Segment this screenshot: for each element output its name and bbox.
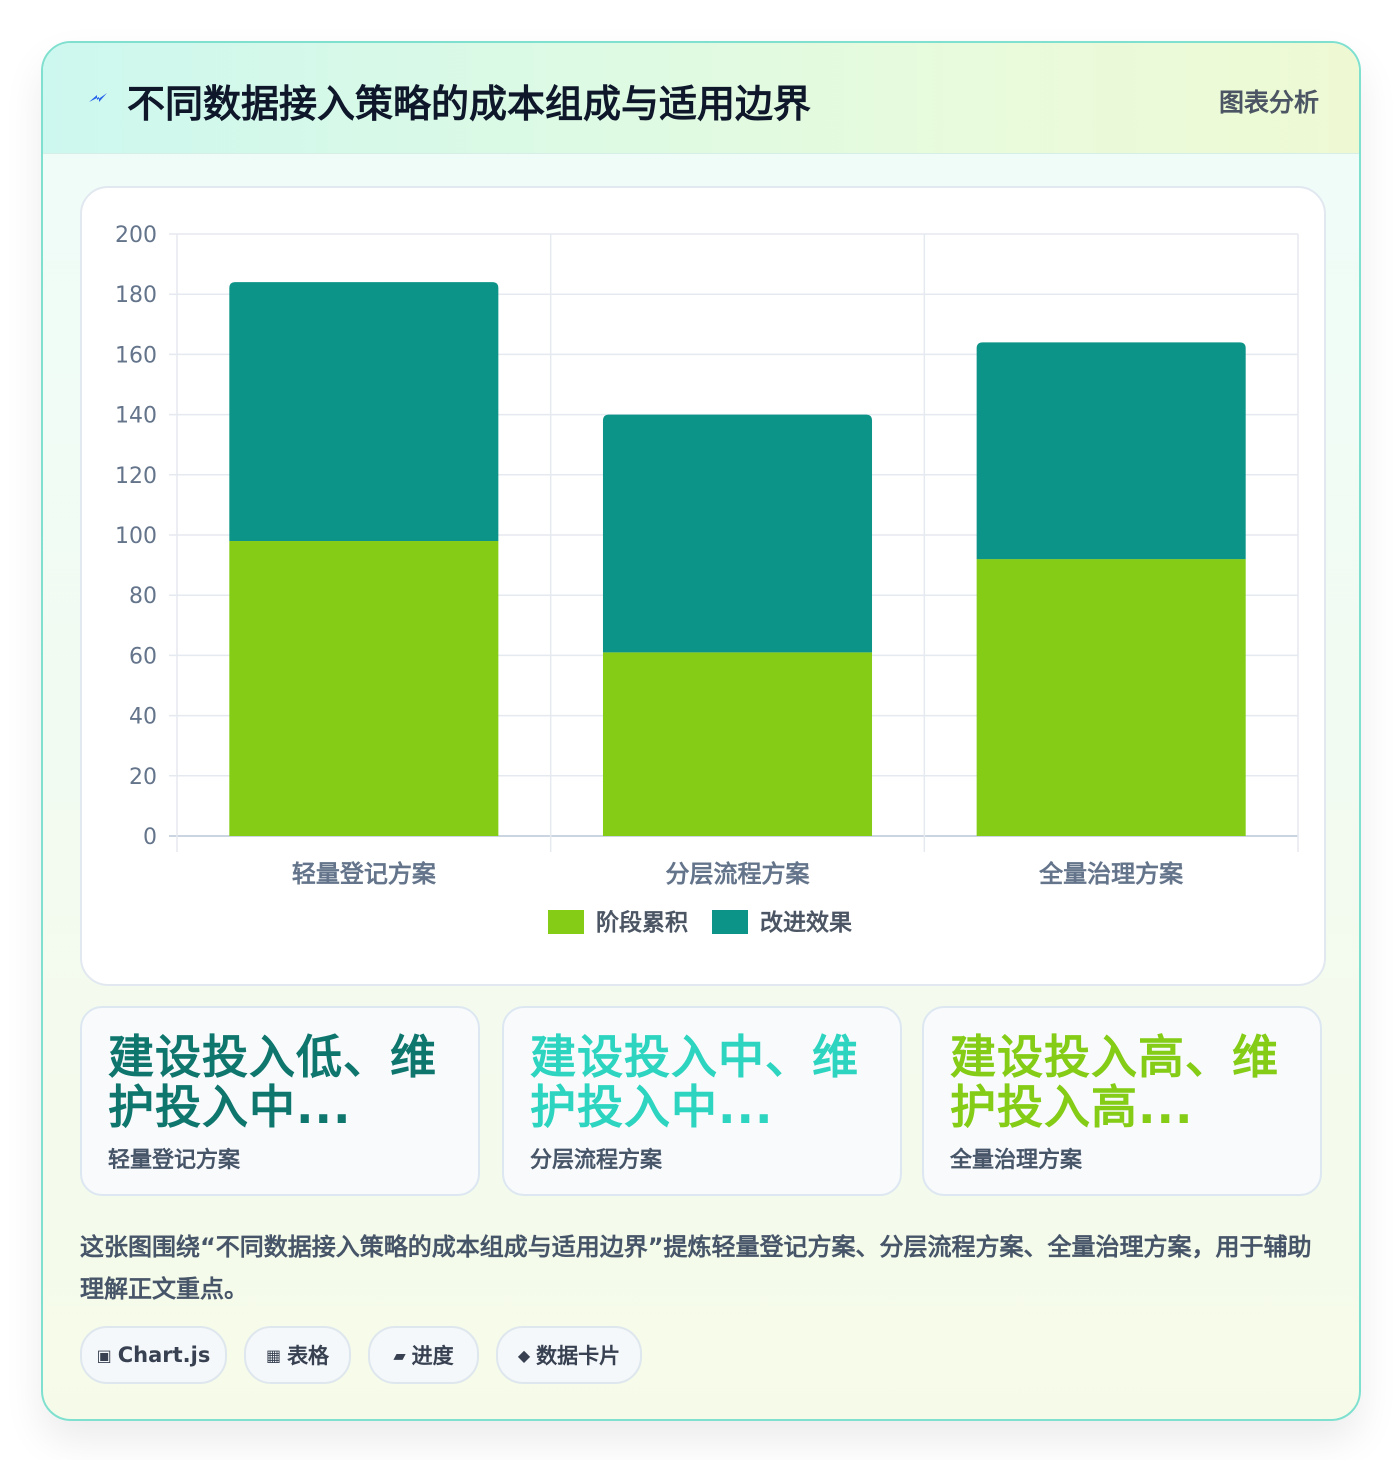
x-tick-label: 分层流程方案 — [666, 860, 811, 888]
table-icon: ▦ — [265, 1345, 282, 1365]
y-tick-label: 180 — [115, 283, 157, 308]
stat-card-label: 分层流程方案 — [530, 1148, 663, 1173]
diamond-icon: ◆ — [517, 1345, 531, 1365]
bar-segment — [602, 414, 873, 653]
progress-icon: ▰ — [393, 1345, 406, 1365]
chip-table[interactable]: ▦ 表格 — [244, 1326, 351, 1384]
bar-segment — [229, 541, 499, 836]
y-tick-label: 200 — [115, 223, 157, 248]
stat-card-label: 轻量登记方案 — [108, 1148, 241, 1173]
chip-label: 进度 — [411, 1344, 454, 1368]
stat-card-headline: 建设投入高、维护投入高... — [950, 1030, 1279, 1134]
y-tick-label: 120 — [115, 464, 157, 489]
chip-label: 数据卡片 — [536, 1344, 621, 1368]
legend-label: 阶段累积 — [596, 909, 688, 936]
chip-data-card[interactable]: ◆ 数据卡片 — [496, 1326, 642, 1384]
y-tick-label: 140 — [115, 404, 157, 429]
legend-label: 改进效果 — [760, 909, 852, 936]
card-header: 不同数据接入策略的成本组成与适用边界 图表分析 — [43, 43, 1359, 154]
bar-segment — [229, 282, 499, 542]
y-tick-label: 20 — [129, 765, 157, 790]
y-tick-label: 40 — [129, 705, 157, 730]
chart-tag: 图表分析 — [1218, 88, 1319, 117]
chip-chartjs[interactable]: ▣ Chart.js — [80, 1326, 227, 1384]
lightning-icon — [89, 93, 107, 102]
chip-progress[interactable]: ▰ 进度 — [368, 1326, 479, 1384]
stat-card-headline: 建设投入低、维护投入中... — [108, 1030, 437, 1134]
chip-label: Chart.js — [117, 1343, 211, 1367]
stat-card-label: 全量治理方案 — [950, 1148, 1083, 1173]
stat-card-light: 建设投入低、维护投入中... 轻量登记方案 — [80, 1006, 480, 1196]
legend-swatch — [548, 910, 584, 934]
chip-label: 表格 — [287, 1344, 330, 1368]
legend-swatch — [712, 910, 748, 934]
x-tick-label: 轻量登记方案 — [292, 860, 437, 888]
stat-card-layered: 建设投入中、维护投入中... 分层流程方案 — [502, 1006, 902, 1196]
stat-card-full: 建设投入高、维护投入高... 全量治理方案 — [922, 1006, 1322, 1196]
chart-description: 这张图围绕“不同数据接入策略的成本组成与适用边界”提炼轻量登记方案、分层流程方案… — [80, 1233, 1312, 1303]
chart-panel: 0 20 40 60 80 100 120 140 160 180 200 轻量登记方案 分层流程方案 全… — [80, 186, 1326, 986]
stat-card-headline: 建设投入中、维护投入中... — [530, 1030, 859, 1134]
chart-icon: ▣ — [96, 1345, 112, 1365]
stacked-bar-chart: 0 20 40 60 80 100 120 140 160 180 200 轻量登记方案 分层流程方案 全… — [115, 223, 1299, 936]
chart-card: 不同数据接入策略的成本组成与适用边界 图表分析 0 20 40 60 80 100 120 1… — [41, 41, 1361, 1421]
y-tick-label: 80 — [129, 584, 157, 609]
bar-segment — [602, 652, 873, 836]
y-tick-label: 60 — [129, 644, 157, 669]
y-tick-label: 0 — [143, 825, 157, 850]
bar-segment — [976, 559, 1246, 836]
x-tick-label: 全量治理方案 — [1038, 860, 1184, 888]
chart-title: 不同数据接入策略的成本组成与适用边界 — [127, 82, 812, 126]
y-tick-label: 160 — [115, 343, 157, 368]
y-tick-label: 100 — [115, 524, 157, 549]
bar-segment — [976, 342, 1246, 560]
